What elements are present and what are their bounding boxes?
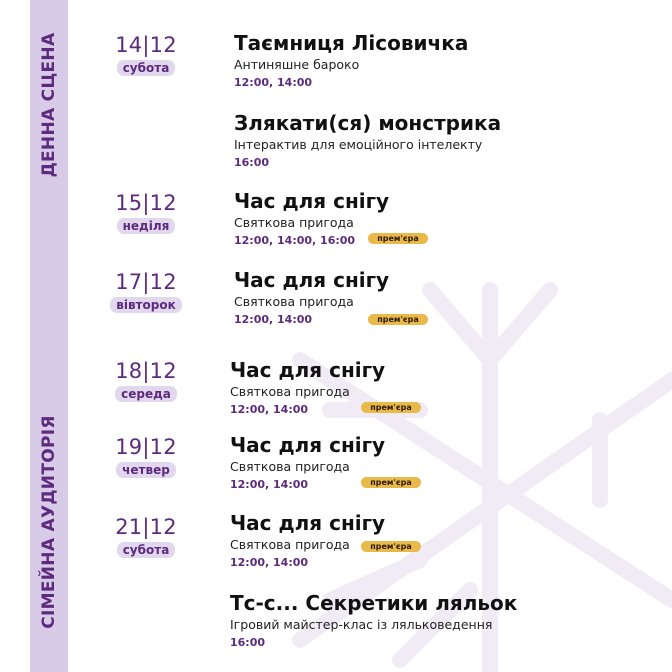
section-label-day-stage: ДЕННА СЦЕНА [39,32,59,178]
event-subtitle: Святкова пригода [234,294,354,309]
premiere-badge: прем'єра [361,477,421,488]
date-block: 17|12 вівторок [110,270,182,313]
event-title: Час для снігу [230,433,386,457]
date: 15|12 [115,191,177,215]
event-item: Злякати(ся) монстрика Інтерактив для емо… [234,111,501,170]
event-subtitle: Святкова пригода [230,537,350,552]
date-block: 21|12 субота [110,515,182,558]
date: 19|12 [115,435,177,459]
event-item: Час для снігу Святкова пригода 12:00, 14… [230,511,385,570]
day-of-week-pill: середа [115,386,177,402]
event-subtitle: Святкова пригода [230,459,350,474]
date-block: 15|12 неділя [110,191,182,234]
date-block: 14|12 субота [110,33,182,76]
section-label-family-hall: СІМЕЙНА АУДИТОРІЯ [39,415,59,629]
event-time: 12:00, 14:00 [234,313,313,326]
day-of-week-pill: неділя [116,218,176,234]
event-time: 12:00, 14:00 [230,403,309,416]
event-item: Час для снігу Святкова пригода 12:00, 14… [230,358,385,417]
premiere-badge: прем'єра [361,402,421,413]
date-block: 19|12 четвер [110,435,182,478]
event-title: Час для снігу [230,358,386,382]
date: 14|12 [115,33,177,57]
date: 18|12 [115,359,177,383]
event-time: 16:00 [234,156,270,169]
event-title: Час для снігу [234,268,390,292]
premiere-badge: прем'єра [368,233,428,244]
event-title: Тс-с... Секретики ляльок [230,591,518,615]
premiere-badge: прем'єра [361,541,421,552]
day-of-week-pill: вівторок [110,297,182,313]
event-item: Таємниця Лісовичка Антиняшне бароко 12:0… [234,31,468,90]
event-time: 12:00, 14:00 [230,556,309,569]
date: 21|12 [115,515,177,539]
event-title: Злякати(ся) монстрика [234,111,502,135]
event-time: 16:00 [230,636,266,649]
event-subtitle: Ігровий майстер-клас із ляльковедення [230,617,493,632]
event-item: Час для снігу Святкова пригода 12:00, 14… [230,433,385,492]
day-of-week-pill: субота [116,542,176,558]
date: 17|12 [115,270,177,294]
date-block: 18|12 середа [110,359,182,402]
event-item: Тс-с... Секретики ляльок Ігровий майстер… [230,591,517,650]
event-subtitle: Антиняшне бароко [234,57,360,72]
premiere-badge: прем'єра [368,314,428,325]
event-subtitle: Інтерактив для емоційного інтелекту [234,137,483,152]
event-title: Час для снігу [234,189,390,213]
day-of-week-pill: субота [116,60,176,76]
event-title: Час для снігу [230,511,386,535]
event-time: 12:00, 14:00 [230,478,309,491]
event-subtitle: Святкова пригода [234,215,354,230]
event-title: Таємниця Лісовичка [234,31,469,55]
event-time: 12:00, 14:00, 16:00 [234,234,356,247]
event-time: 12:00, 14:00 [234,76,313,89]
day-of-week-pill: четвер [116,462,176,478]
sidebar-strip [30,0,68,672]
event-subtitle: Святкова пригода [230,384,350,399]
event-item: Час для снігу Святкова пригода 12:00, 14… [234,268,389,327]
event-item: Час для снігу Святкова пригода 12:00, 14… [234,189,389,248]
